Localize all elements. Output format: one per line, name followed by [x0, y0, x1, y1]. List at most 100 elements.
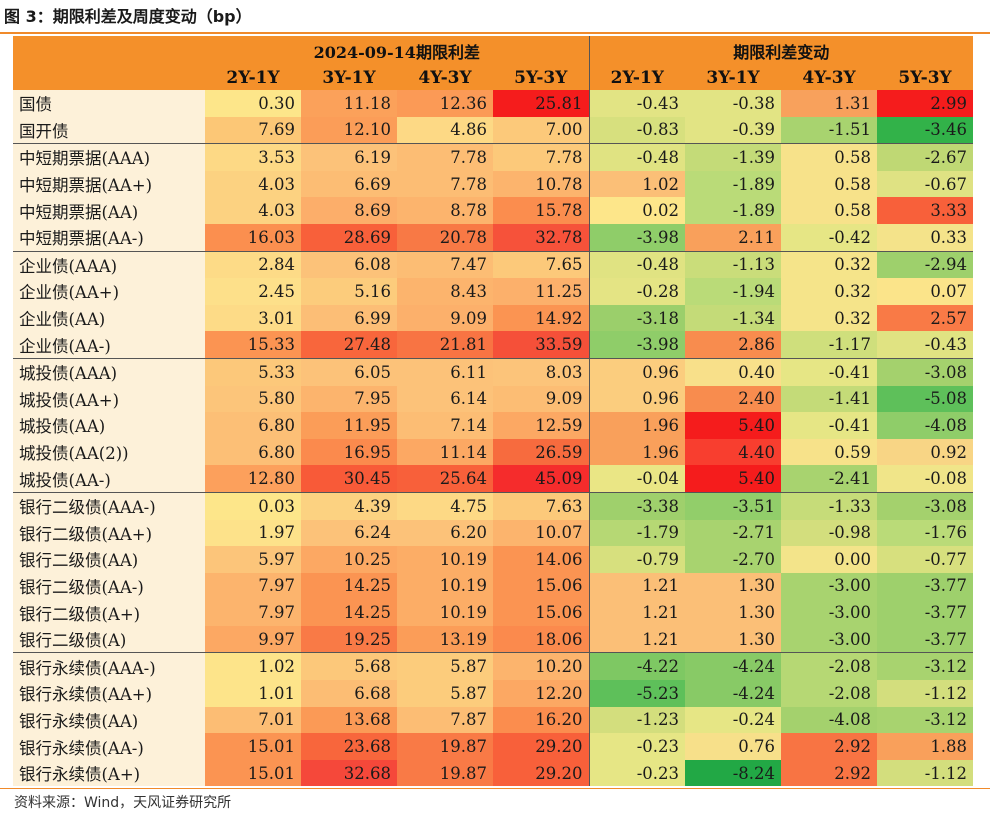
change-cell: -1.39 [685, 143, 782, 171]
change-cell: 1.02 [588, 170, 686, 198]
spread-cell: 10.19 [397, 599, 493, 626]
spread-cell: 23.68 [301, 733, 397, 760]
change-cell: -0.23 [588, 733, 686, 760]
table-row: 企业债(AA+) 2.45 5.16 8.43 11.25 -0.28 -1.94 0.32 0… [13, 278, 974, 305]
spread-cell: 16.20 [493, 706, 590, 734]
col-header: 5Y-3Y [493, 65, 590, 90]
change-cell: -3.08 [877, 357, 974, 386]
spread-cell: 15.01 [205, 733, 301, 760]
spread-cell: 6.80 [205, 412, 301, 439]
change-cell: 2.11 [685, 223, 782, 252]
change-cell: -2.67 [877, 143, 974, 171]
spread-cell: 29.20 [493, 733, 590, 760]
spread-cell: 6.20 [397, 519, 493, 547]
header-blank [13, 36, 205, 65]
spread-cell: 7.87 [397, 706, 493, 734]
spread-cell: 5.87 [397, 680, 493, 707]
change-cell: -1.89 [685, 170, 782, 198]
change-cell: -3.08 [877, 491, 974, 520]
spread-cell: 15.33 [205, 331, 301, 359]
change-cell: -0.48 [588, 250, 686, 279]
change-cell: -0.43 [588, 90, 686, 117]
change-cell: -1.17 [781, 331, 878, 359]
change-cell: -3.46 [877, 116, 974, 144]
row-label: 企业债(AA-) [13, 331, 205, 359]
table-row: 银行永续债(AA-) 15.01 23.68 19.87 29.20 -0.23 0.76 2… [13, 733, 974, 760]
col-header: 3Y-1Y [301, 65, 397, 90]
change-cell: 5.40 [685, 465, 782, 493]
change-cell: -3.77 [877, 625, 974, 653]
row-label: 银行二级债(AA-) [13, 572, 205, 600]
spread-cell: 13.19 [397, 625, 493, 653]
table-row: 银行二级债(AA) 5.97 10.25 10.19 14.06 -0.79 -2.70 0.… [13, 546, 974, 573]
spread-cell: 9.97 [205, 625, 301, 653]
spread-cell: 7.63 [493, 491, 590, 520]
change-cell: -1.34 [685, 304, 782, 332]
change-cell: -3.51 [685, 491, 782, 520]
spread-cell: 25.81 [493, 90, 590, 117]
col-header: 3Y-1Y [685, 65, 782, 90]
table-row: 城投债(AAA) 5.33 6.05 6.11 8.03 0.96 0.40 -0.41 -3.… [13, 357, 974, 386]
spread-cell: 19.25 [301, 625, 397, 653]
spread-cell: 12.36 [397, 90, 493, 117]
table-row: 银行永续债(AA) 7.01 13.68 7.87 16.20 -1.23 -0.24 -4.… [13, 706, 974, 734]
spread-cell: 12.20 [493, 680, 590, 707]
change-cell: -3.12 [877, 652, 974, 681]
row-label: 银行永续债(AA) [13, 706, 205, 734]
change-cell: -2.94 [877, 250, 974, 279]
row-label: 银行永续债(A+) [13, 759, 205, 787]
spread-cell: 10.07 [493, 519, 590, 547]
change-cell: -0.23 [588, 759, 686, 787]
row-label: 中短期票据(AA+) [13, 170, 205, 198]
row-label: 城投债(AA) [13, 412, 205, 439]
spread-cell: 7.95 [301, 385, 397, 413]
change-cell: -0.67 [877, 170, 974, 198]
title-rule [0, 32, 990, 34]
change-cell: -0.04 [588, 465, 686, 493]
row-label: 银行永续债(AA-) [13, 733, 205, 760]
spread-cell: 7.78 [493, 143, 590, 171]
row-label: 企业债(AAA) [13, 250, 205, 279]
change-cell: 0.32 [781, 278, 878, 305]
change-cell: 0.02 [588, 197, 686, 224]
spread-cell: 10.19 [397, 546, 493, 573]
change-cell: -4.24 [685, 680, 782, 707]
spread-cell: 16.03 [205, 223, 301, 252]
col-header: 4Y-3Y [781, 65, 878, 90]
spread-cell: 6.69 [301, 170, 397, 198]
spread-cell: 15.01 [205, 759, 301, 787]
spread-cell: 3.01 [205, 304, 301, 332]
spread-cell: 7.97 [205, 572, 301, 600]
row-label: 中短期票据(AAA) [13, 143, 205, 171]
change-cell: -1.13 [685, 250, 782, 279]
change-cell: 0.58 [781, 143, 878, 171]
spread-cell: 15.78 [493, 197, 590, 224]
spread-cell: 14.92 [493, 304, 590, 332]
spread-cell: 19.87 [397, 733, 493, 760]
change-cell: 1.31 [781, 90, 878, 117]
spread-cell: 4.03 [205, 197, 301, 224]
spread-cell: 4.03 [205, 170, 301, 198]
spread-cell: 6.80 [205, 438, 301, 466]
spread-cell: 12.80 [205, 465, 301, 493]
row-label: 城投债(AA-) [13, 465, 205, 493]
spread-cell: 0.30 [205, 90, 301, 117]
change-cell: 1.30 [685, 572, 782, 600]
spread-cell: 14.06 [493, 546, 590, 573]
change-cell: 0.00 [781, 546, 878, 573]
change-cell: -0.48 [588, 143, 686, 171]
header-blank [13, 65, 205, 90]
col-header: 4Y-3Y [397, 65, 493, 90]
change-cell: -3.18 [588, 304, 686, 332]
row-label: 银行二级债(A) [13, 625, 205, 653]
spread-cell: 7.01 [205, 706, 301, 734]
table-row: 中短期票据(AA) 4.03 8.69 8.78 15.78 0.02 -1.89 0.58 3… [13, 197, 974, 224]
change-cell: -4.24 [685, 652, 782, 681]
spread-cell: 20.78 [397, 223, 493, 252]
spread-cell: 7.14 [397, 412, 493, 439]
spread-cell: 5.68 [301, 652, 397, 681]
spread-cell: 6.14 [397, 385, 493, 413]
spread-cell: 6.68 [301, 680, 397, 707]
change-cell: -0.41 [781, 412, 878, 439]
spread-cell: 16.95 [301, 438, 397, 466]
